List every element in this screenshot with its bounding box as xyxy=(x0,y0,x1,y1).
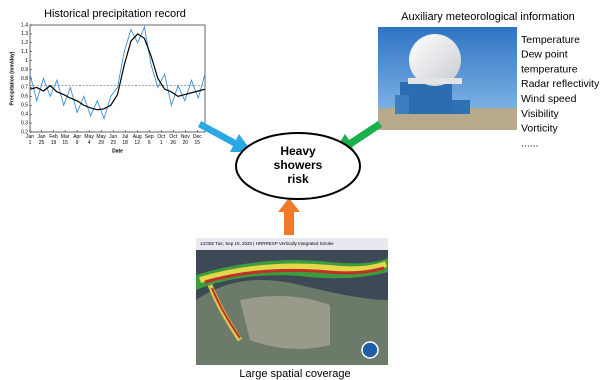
x-axis-label: Date xyxy=(112,148,123,154)
y-tick-label: 0.9 xyxy=(21,67,28,73)
aux-item: temperature xyxy=(521,63,578,75)
aux-item: Wind speed xyxy=(521,93,577,105)
y-tick-label: 0.3 xyxy=(21,120,28,126)
y-tick-label: 0.6 xyxy=(21,94,28,100)
aux-item: Dew point xyxy=(521,49,568,61)
radar-photo xyxy=(378,27,517,130)
plot-frame xyxy=(30,25,205,132)
aux-title: Auxiliary meteorological information xyxy=(401,11,575,23)
arrow-blue xyxy=(198,121,252,152)
aux-list: Temperature Dew point temperature Radar ref… xyxy=(521,34,600,150)
aux-item: Radar reflectivity xyxy=(521,78,600,90)
y-tick-label: 1.2 xyxy=(21,40,28,46)
y-axis-label: Precipitation (mm/day) xyxy=(9,51,15,105)
y-tick-label: 1 xyxy=(25,58,28,64)
aux-item: Visibility xyxy=(521,108,559,120)
map-caption: Large spatial coverage xyxy=(239,368,350,380)
series-line xyxy=(30,34,205,110)
y-tick-label: 0.4 xyxy=(21,111,28,117)
risk-line: Heavy xyxy=(280,144,316,158)
chart-title: Historical precipitation record xyxy=(44,8,186,20)
y-tick-label: 1.3 xyxy=(21,31,28,37)
map-header: 13:00Z Tue, Sep 15, 2020 | HRRREXP Verti… xyxy=(200,241,334,246)
risk-line: showers xyxy=(274,158,323,172)
y-tick-label: 1.1 xyxy=(21,49,28,55)
y-tick-label: 1.4 xyxy=(21,22,28,28)
aux-item: Temperature xyxy=(521,34,580,46)
series-line xyxy=(30,27,205,119)
smoke-map xyxy=(196,238,388,365)
aux-item: Vorticity xyxy=(521,123,559,135)
y-tick-label: 0.8 xyxy=(21,76,28,82)
risk-line: risk xyxy=(287,172,309,186)
aux-item: ...... xyxy=(521,137,539,149)
y-tick-label: 0.7 xyxy=(21,85,28,91)
diagram: Historical precipitation record 0.20.30.… xyxy=(0,0,602,380)
y-tick-label: 0.5 xyxy=(21,103,28,109)
arrow-orange xyxy=(278,198,300,235)
precipitation-chart: 0.20.30.40.50.60.70.80.911.11.21.31.4Jan… xyxy=(9,22,205,154)
